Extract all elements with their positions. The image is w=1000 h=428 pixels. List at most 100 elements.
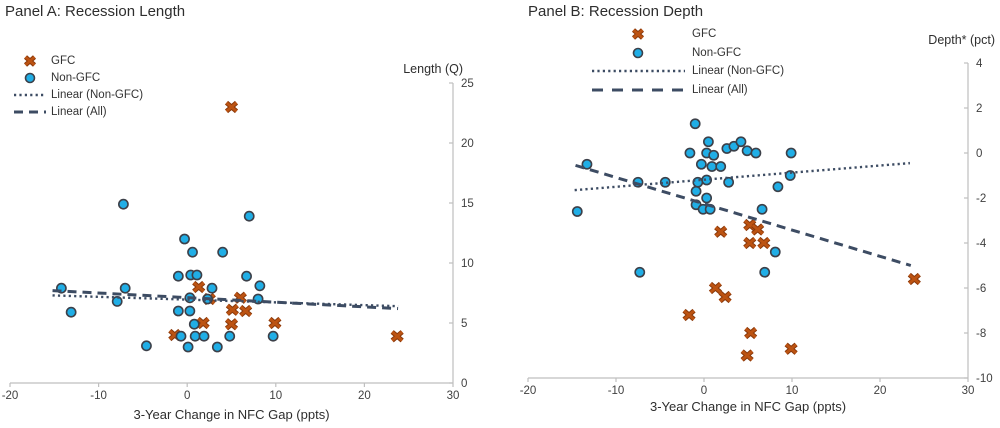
legend-item-non-gfc: Non-GFC xyxy=(588,44,784,63)
data-point-non-gfc xyxy=(141,340,152,352)
data-point-non-gfc xyxy=(172,270,184,282)
data-point-non-gfc xyxy=(206,282,218,294)
x-tick-label: 10 xyxy=(786,385,799,397)
data-point-non-gfc xyxy=(759,266,771,278)
y-tick-label: -8 xyxy=(976,328,986,340)
data-point-non-gfc xyxy=(571,206,583,217)
dotted-line-icon xyxy=(588,68,688,74)
x-tick-label: 10 xyxy=(269,390,282,402)
data-point-non-gfc xyxy=(189,330,201,342)
x-tick-label: 30 xyxy=(447,390,460,402)
legend-label-linear-all: Linear (All) xyxy=(692,83,748,96)
data-point-non-gfc xyxy=(741,145,753,157)
data-point-gfc xyxy=(709,282,722,294)
data-point-non-gfc xyxy=(785,147,797,159)
y-tick-label: 20 xyxy=(461,138,474,150)
non-gfc-circle-marker-icon xyxy=(13,72,47,84)
data-point-gfc xyxy=(192,281,205,293)
data-point-non-gfc xyxy=(735,136,747,148)
panel-b-title: Panel B: Recession Depth xyxy=(528,3,704,20)
data-point-non-gfc xyxy=(224,330,236,342)
data-point-non-gfc xyxy=(119,282,131,294)
y-tick-label: -6 xyxy=(976,283,986,295)
data-point-non-gfc xyxy=(175,330,187,342)
legend-item-linear-all: Linear (All) xyxy=(588,81,784,100)
data-point-gfc xyxy=(719,291,732,303)
x-tick-label: 0 xyxy=(701,385,707,397)
data-point-non-gfc xyxy=(634,266,646,278)
non-gfc-circle-marker-icon xyxy=(588,47,688,59)
data-point-non-gfc xyxy=(690,185,702,197)
trend-line-all xyxy=(52,289,399,311)
legend-item-linear-non-gfc: Linear (Non-GFC) xyxy=(588,62,784,81)
y-tick-label: -2 xyxy=(976,193,986,205)
data-point-non-gfc xyxy=(708,149,720,161)
dotted-line-icon xyxy=(13,92,47,98)
panel-a-title: Panel A: Recession Length xyxy=(5,3,186,20)
data-point-non-gfc xyxy=(701,192,713,204)
data-point-non-gfc xyxy=(684,147,696,159)
panel-b: -20 -10 0 10 20 30 4 2 0 -2 -4 -6 -8 -10 3-Year Change… xyxy=(500,0,1000,428)
data-point-non-gfc xyxy=(184,305,196,317)
data-point-non-gfc xyxy=(695,158,707,170)
data-point-non-gfc xyxy=(756,203,768,215)
data-point-non-gfc xyxy=(211,341,223,353)
data-point-non-gfc xyxy=(179,233,190,245)
data-point-non-gfc xyxy=(715,161,727,172)
data-point-gfc xyxy=(744,327,757,339)
legend-label-linear-all: Linear (All) xyxy=(51,105,107,118)
data-point-gfc xyxy=(751,224,764,235)
y-tick-label: 10 xyxy=(461,258,474,270)
data-point-non-gfc xyxy=(659,176,671,188)
data-point-gfc xyxy=(197,317,210,329)
x-tick-label: 20 xyxy=(358,390,371,402)
gfc-x-marker-icon xyxy=(13,54,47,67)
y-tick-label: 0 xyxy=(461,378,467,390)
y-axis-title: Depth* (pct) xyxy=(928,33,995,47)
y-axis-title: Length (Q) xyxy=(403,62,463,76)
data-point-non-gfc xyxy=(772,181,784,193)
data-point-non-gfc xyxy=(191,269,203,281)
x-tick-label: 0 xyxy=(184,390,190,402)
y-tick-label: 0 xyxy=(976,148,982,160)
panel-b-legend: GFC Non-GFC Linear (Non-GFC) xyxy=(588,25,784,99)
data-point-non-gfc xyxy=(241,270,252,282)
legend-label-non-gfc: Non-GFC xyxy=(692,46,742,59)
data-point-non-gfc xyxy=(118,198,129,210)
dashed-line-icon xyxy=(13,109,47,115)
data-point-non-gfc xyxy=(723,176,735,188)
y-tick-label: 5 xyxy=(461,318,467,330)
x-tick-label: -10 xyxy=(90,390,107,402)
y-tick-label: -10 xyxy=(976,373,993,385)
x-tick-label: -20 xyxy=(2,390,19,402)
data-point-gfc xyxy=(225,318,238,330)
data-point-non-gfc xyxy=(217,246,229,258)
data-point-gfc xyxy=(714,226,727,238)
data-point-gfc xyxy=(757,237,770,249)
legend-label-gfc: GFC xyxy=(51,54,76,67)
data-point-non-gfc xyxy=(267,330,279,342)
data-point-non-gfc xyxy=(769,246,781,258)
data-point-gfc xyxy=(741,350,754,361)
legend-item-linear-all: Linear (All) xyxy=(13,103,143,120)
data-point-non-gfc xyxy=(581,158,593,170)
data-point-non-gfc xyxy=(689,118,701,130)
data-point-non-gfc xyxy=(702,136,714,148)
data-point-non-gfc xyxy=(706,161,718,172)
data-point-gfc xyxy=(743,237,756,249)
y-tick-label: 25 xyxy=(461,78,474,90)
legend-label-non-gfc: Non-GFC xyxy=(51,71,101,84)
gfc-x-marker-icon xyxy=(588,28,688,40)
panel-a: -20 -10 0 10 20 30 0 5 10 15 20 25 3-Year Change in … xyxy=(2,3,474,422)
legend-item-gfc: GFC xyxy=(13,52,143,69)
legend-label-linear-non-gfc: Linear (Non-GFC) xyxy=(51,88,144,101)
y-tick-label: 15 xyxy=(461,198,474,210)
data-point-gfc xyxy=(226,304,239,316)
data-point-non-gfc xyxy=(65,306,77,318)
data-point-gfc xyxy=(239,305,252,317)
data-point-gfc xyxy=(225,101,238,113)
data-point-non-gfc xyxy=(750,147,762,159)
legend-label-linear-non-gfc: Linear (Non-GFC) xyxy=(692,65,785,78)
